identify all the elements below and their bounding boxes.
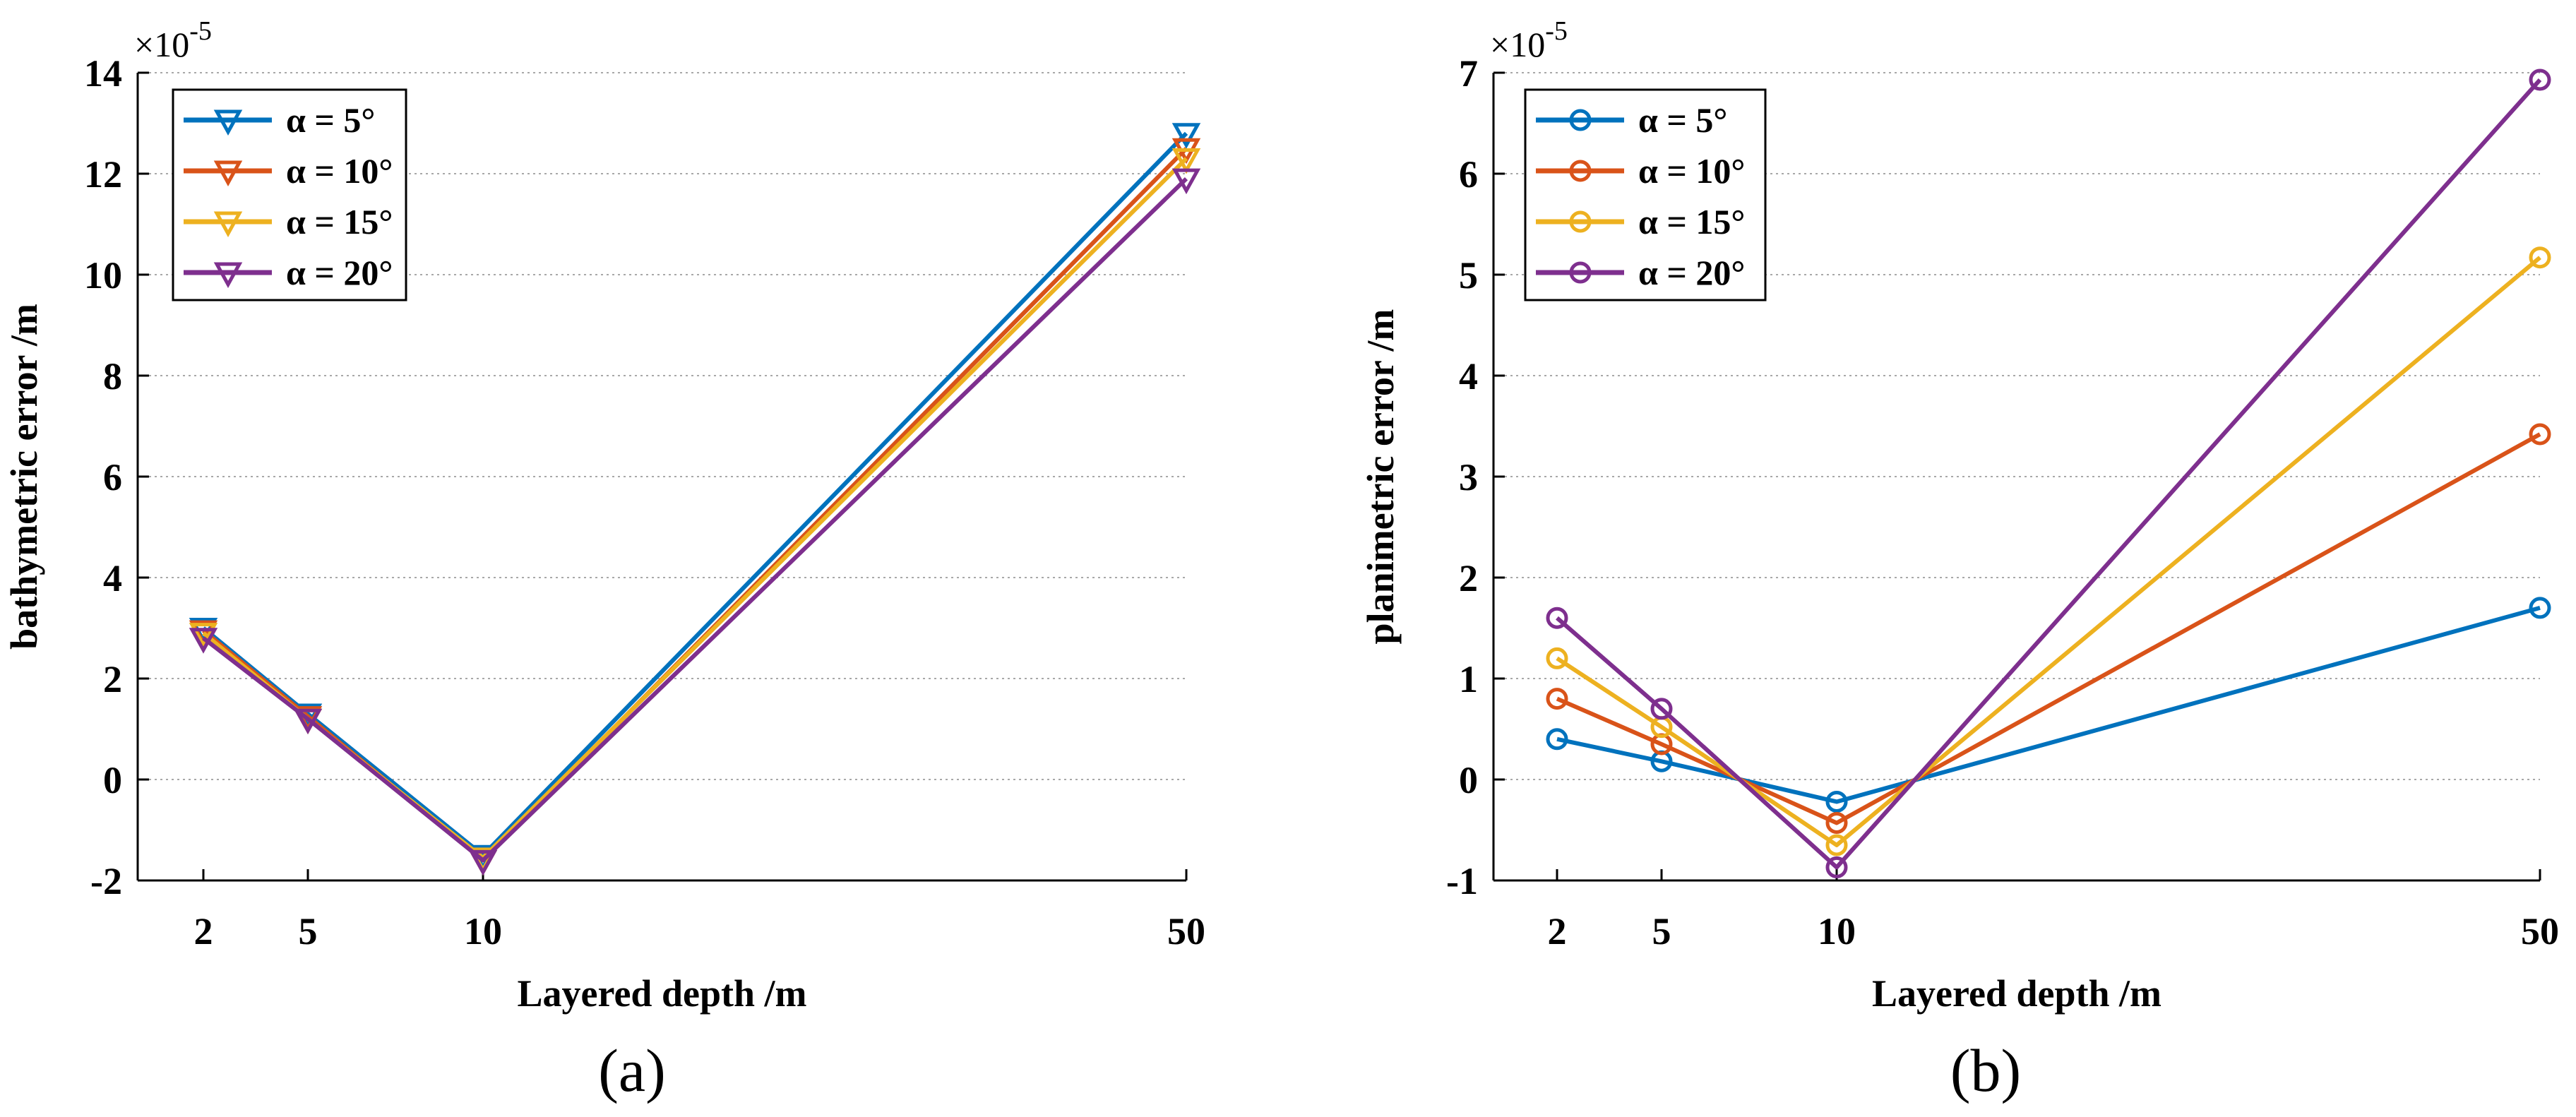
- p0-series-2-point-0: [189, 623, 218, 649]
- p0-legend-box: [172, 88, 407, 301]
- p0-series-3-point-2: [468, 849, 498, 876]
- p1-series-0-point-3: [2529, 597, 2551, 619]
- p1-series-0-point-0: [1546, 728, 1568, 751]
- p1-x-tick-label-2: 10: [1818, 910, 1856, 952]
- p1-legend-label-1: α = 10°: [1638, 151, 1745, 191]
- p1-y-tick-label-6: 5: [1459, 254, 1478, 297]
- p0-series-3-point-1: [293, 708, 323, 735]
- p1-series-3-point-2: [1825, 856, 1848, 878]
- p0-legend-label-3: α = 20°: [286, 253, 393, 292]
- p0-x-tick-label-3: 50: [1167, 910, 1205, 952]
- p1-y-tick-label-8: 7: [1459, 52, 1478, 95]
- chart-panel-a: -2 0 2 4 6 8 10 12 14 2 5 10 50 ×10-5 Layered depth /m…: [3, 16, 1205, 1104]
- p1-y-tick-label-4: 3: [1459, 456, 1478, 498]
- p1-series-0-point-2: [1825, 790, 1848, 813]
- p1-series-line-3: [1556, 78, 2542, 870]
- p0-legend-swatch-marker-2: [213, 211, 243, 237]
- p0-series-3-point-3: [1171, 168, 1201, 195]
- p1-y-tick-label-7: 6: [1459, 153, 1478, 196]
- p1-y-tick-label-1: 0: [1459, 759, 1478, 801]
- p1-x-tick-label-3: 50: [2521, 910, 2559, 952]
- p0-y-exponent-label: ×10-5: [134, 16, 212, 64]
- p0-x-axis-title: Layered depth /m: [517, 972, 806, 1015]
- p0-panel-caption: (a): [598, 1037, 665, 1104]
- p1-legend-label-0: α = 5°: [1638, 100, 1727, 140]
- p0-legend-swatch-marker-0: [213, 109, 243, 136]
- p1-x-axis-title: Layered depth /m: [1872, 972, 2161, 1015]
- p0-legend-label-0: α = 5°: [286, 100, 375, 140]
- p0-series-2-point-3: [1171, 148, 1201, 174]
- p0-y-tick-label-1: 0: [103, 759, 122, 801]
- p1-legend-label-3: α = 20°: [1638, 253, 1745, 292]
- p1-series-1-point-3: [2529, 423, 2551, 446]
- p0-y-tick-label-8: 14: [84, 52, 122, 95]
- p1-y-multiplier: ×10: [1490, 25, 1545, 64]
- p0-series-3-point-0: [189, 628, 218, 654]
- p0-y-tick-label-2: 2: [103, 658, 122, 700]
- p1-series-1-point-0: [1546, 688, 1568, 710]
- p1-legend-swatch-marker-2: [1569, 210, 1592, 233]
- p1-y-exponent: -5: [1545, 16, 1568, 46]
- p0-legend-label-1: α = 10°: [286, 151, 393, 191]
- p1-series-3-point-1: [1650, 698, 1673, 720]
- p0-x-tick-label-2: 10: [464, 910, 502, 952]
- p1-series-line-2: [1556, 256, 2541, 847]
- p0-x-tick-label-0: 2: [194, 910, 213, 952]
- p0-y-tick-label-7: 12: [84, 153, 122, 196]
- chart-panel-b: -1 0 1 2 3 4 5 6 7 2 5 10 50 ×10-5 Layered depth /m pla…: [1359, 16, 2559, 1104]
- p0-series-0-point-3: [1171, 123, 1201, 149]
- p0-y-tick-label-6: 10: [84, 254, 122, 297]
- p0-legend-label-2: α = 15°: [286, 202, 393, 241]
- p1-legend-label-2: α = 15°: [1638, 202, 1745, 241]
- p0-y-multiplier: ×10: [134, 25, 189, 64]
- p1-y-tick-label-2: 1: [1459, 658, 1478, 700]
- p0-x-tick-label-1: 5: [299, 910, 318, 952]
- p1-legend-swatch-marker-1: [1569, 160, 1592, 182]
- p1-series-3-point-3: [2529, 68, 2551, 91]
- p1-series-2-point-3: [2529, 246, 2551, 269]
- p0-series-line-3: [202, 177, 1188, 863]
- p1-legend-swatch-marker-3: [1569, 261, 1592, 284]
- p1-x-tick-label-1: 5: [1652, 910, 1671, 952]
- p1-legend-box: [1524, 88, 1767, 301]
- p1-y-tick-label-3: 2: [1459, 557, 1478, 599]
- p0-y-tick-label-4: 6: [103, 456, 122, 498]
- p0-legend-swatch-marker-1: [213, 160, 243, 186]
- p1-y-tick-label-0: -1: [1446, 860, 1478, 902]
- p1-series-2-point-0: [1546, 647, 1568, 669]
- p1-legend-swatch-marker-0: [1569, 109, 1592, 131]
- p1-series-2-point-2: [1825, 834, 1848, 856]
- p1-y-axis-title: planimetric error /m: [1359, 309, 1402, 645]
- p1-series-3-point-0: [1546, 607, 1568, 629]
- p1-series-1-point-2: [1825, 811, 1848, 834]
- p0-legend-swatch-marker-3: [213, 262, 243, 288]
- p0-y-tick-label-3: 4: [103, 557, 122, 599]
- p1-x-tick-label-0: 2: [1548, 910, 1567, 952]
- p0-y-exponent: -5: [189, 16, 212, 46]
- p0-y-axis-title: bathymetric error /m: [3, 304, 45, 650]
- p1-y-tick-label-5: 4: [1459, 355, 1478, 398]
- p1-y-exponent-label: ×10-5: [1490, 16, 1568, 64]
- p0-y-tick-label-5: 8: [103, 355, 122, 398]
- p1-panel-caption: (b): [1950, 1037, 2021, 1104]
- p0-y-tick-label-0: -2: [90, 860, 122, 902]
